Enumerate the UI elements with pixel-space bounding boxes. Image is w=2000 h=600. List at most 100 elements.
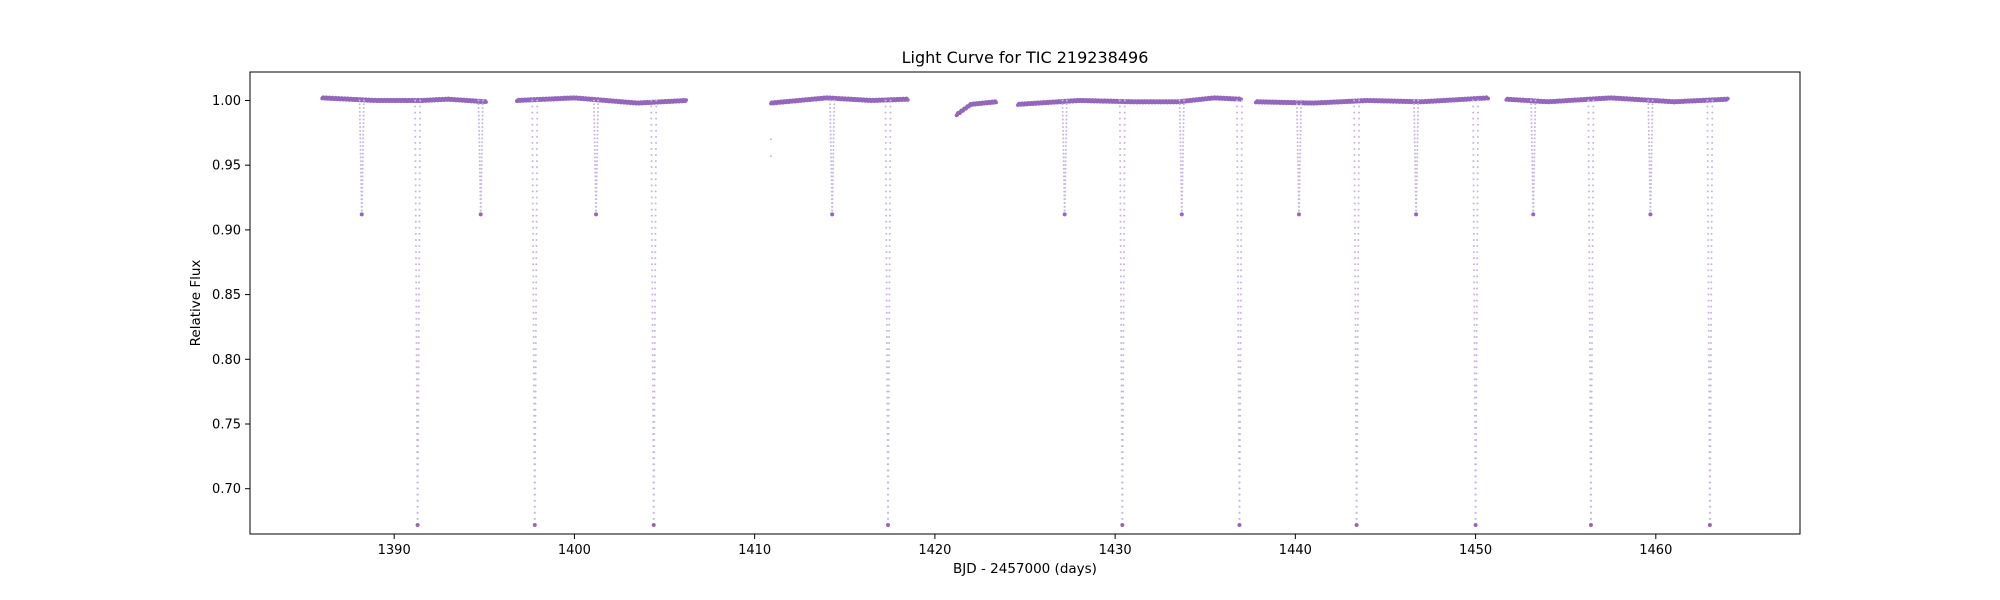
eclipse-point (596, 160, 599, 163)
eclipse-point (887, 445, 890, 448)
eclipse-point (650, 232, 653, 235)
eclipse-point (653, 354, 656, 357)
eclipse-point (1122, 408, 1125, 411)
eclipse-point (362, 133, 365, 136)
eclipse-point (1707, 293, 1710, 296)
eclipse-point (884, 154, 887, 157)
eclipse-point (534, 390, 537, 393)
eclipse-point (361, 194, 364, 197)
eclipse-point (831, 171, 834, 174)
eclipse-point (593, 145, 596, 148)
eclipse-point (1357, 281, 1360, 284)
eclipse-point (361, 198, 364, 201)
eclipse-point (418, 208, 421, 211)
eclipse-point (362, 103, 365, 106)
eclipse-point (1240, 245, 1243, 247)
eclipse-point (597, 99, 600, 102)
eclipse-point (653, 329, 656, 332)
eclipse-point (1474, 487, 1477, 490)
eclipse-point (1240, 257, 1243, 260)
eclipse-point (1587, 196, 1590, 199)
eclipse-point (532, 305, 535, 308)
eclipse-point (362, 99, 365, 102)
eclipse-point (1590, 463, 1593, 466)
eclipse-point (1353, 154, 1356, 157)
eclipse-point (1473, 354, 1476, 357)
eclipse-point (414, 135, 417, 138)
eclipse-point (1589, 372, 1592, 375)
eclipse-point (360, 201, 363, 204)
eclipse-point (1476, 190, 1479, 193)
eclipse-point (1236, 245, 1239, 247)
eclipse-point (1356, 384, 1359, 387)
eclipse-point (886, 378, 889, 381)
eclipse-point (418, 275, 421, 278)
eclipse-point (1476, 135, 1479, 138)
eclipse-point (1353, 117, 1356, 120)
eclipse-point (888, 275, 891, 278)
eclipse-point (886, 372, 889, 375)
eclipse-point (889, 154, 892, 157)
eclipse-point (1239, 414, 1242, 417)
eclipse-point (887, 487, 890, 490)
eclipse-point (361, 186, 364, 189)
eclipse-point (1588, 360, 1591, 363)
eclipse-point (532, 360, 535, 363)
eclipse-point (1241, 99, 1243, 102)
eclipse-point (418, 141, 421, 144)
eclipse-point (1237, 323, 1240, 326)
eclipse-point (415, 293, 418, 296)
eclipse-point (532, 275, 535, 278)
eclipse-point (651, 323, 654, 326)
eclipse-point (1122, 390, 1125, 393)
eclipse-point (414, 202, 417, 205)
eclipse-point (1121, 481, 1124, 484)
eclipse-point (1477, 105, 1480, 108)
eclipse-point (654, 208, 657, 211)
eclipse-point (1237, 275, 1239, 278)
eclipse-point (1472, 135, 1475, 138)
eclipse-point (415, 372, 418, 375)
eclipse-point (478, 126, 481, 129)
eclipse-point (414, 117, 417, 120)
eclipse-point (414, 232, 417, 235)
eclipse-point (1474, 457, 1477, 460)
eclipse-point (1591, 202, 1594, 205)
eclipse-point (1588, 281, 1591, 284)
eclipse-point (887, 463, 890, 466)
eclipse-point (1123, 196, 1126, 199)
eclipse-point (1119, 178, 1122, 181)
eclipse-point (1587, 141, 1590, 144)
eclipse-point (1472, 160, 1475, 163)
eclipse-point (534, 396, 537, 399)
eclipse-point (1588, 366, 1591, 369)
eclipse-point (889, 117, 892, 120)
eclipse-point (1235, 105, 1238, 108)
eclipse-point (1709, 463, 1712, 466)
eclipse-point (1475, 348, 1478, 351)
eclipse-point (1356, 390, 1359, 393)
eclipse-point (1591, 263, 1594, 266)
eclipse-point (1707, 372, 1710, 375)
eclipse-point (535, 238, 538, 241)
eclipse-point (1706, 178, 1709, 181)
eclipse-point (1354, 323, 1357, 326)
eclipse-point (887, 420, 890, 423)
eclipse-point (1355, 511, 1358, 514)
eclipse-point (1591, 335, 1594, 338)
eclipse-point (359, 122, 362, 125)
eclipse-point (1119, 287, 1122, 290)
eclipse-point (359, 156, 362, 159)
eclipse-point (1709, 439, 1712, 442)
eclipse-point (595, 205, 598, 208)
eclipse-point (1357, 202, 1360, 205)
eclipse-point (654, 178, 657, 181)
eclipse-point (1357, 208, 1360, 211)
eclipse-point (1239, 299, 1242, 302)
eclipse-point (1707, 214, 1710, 217)
eclipse-point (829, 133, 832, 136)
eclipse-point (1472, 245, 1475, 247)
eclipse-point (654, 226, 657, 229)
eclipse-point (359, 133, 362, 136)
eclipse-point (595, 186, 598, 189)
